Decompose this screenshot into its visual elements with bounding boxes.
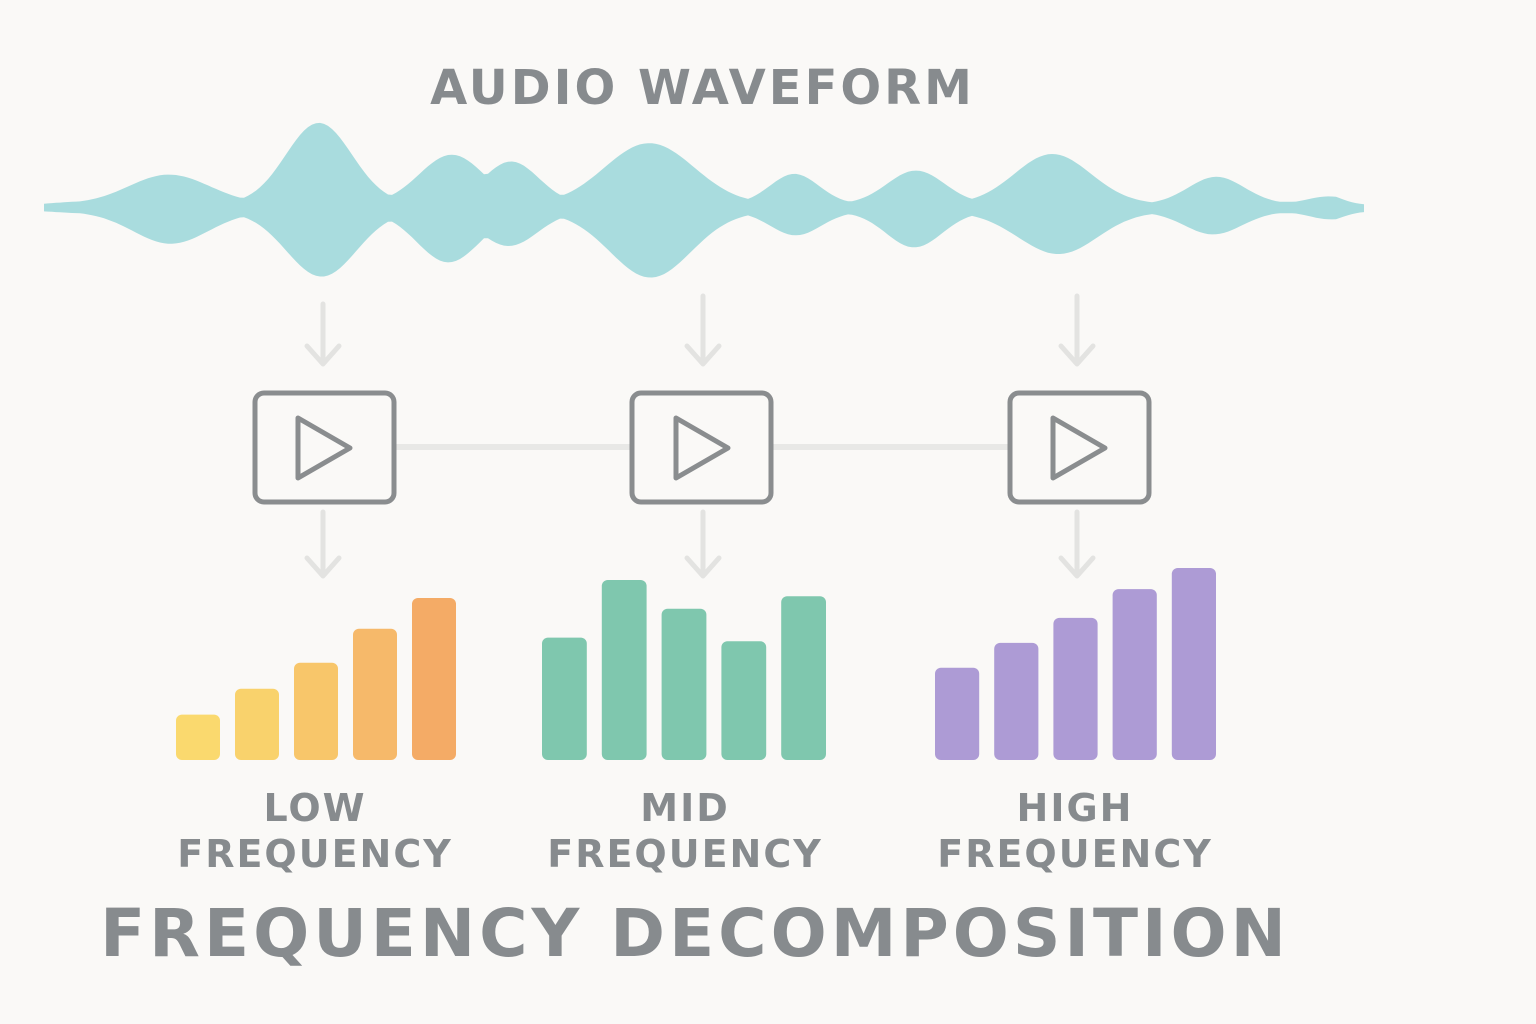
mid-frequency-bars [542, 580, 826, 760]
high-frequency-bar [1053, 617, 1098, 760]
low-frequency-bars [176, 598, 456, 760]
high-frequency-bars [935, 568, 1216, 760]
high-frequency-bar [994, 642, 1039, 760]
mid-frequency-bar [661, 608, 707, 760]
mid-label-line2: FREQUENCY [547, 832, 823, 876]
filter-box-low [252, 390, 397, 505]
high-frequency-bar [935, 667, 980, 760]
low-frequency-bar [353, 628, 397, 760]
mid-frequency-bar [781, 596, 826, 760]
low-frequency-bar [176, 714, 220, 760]
mid-frequency-bar [542, 637, 587, 760]
low-frequency-bar [294, 662, 338, 760]
arrow-down-icon [1058, 509, 1096, 579]
high-frequency-label: HIGH FREQUENCY [925, 785, 1225, 877]
arrow-down-icon [684, 293, 722, 367]
play-icon [1050, 415, 1108, 481]
play-icon [673, 415, 731, 481]
arrow-down-icon [304, 509, 342, 579]
low-frequency-bar [412, 598, 456, 760]
low-label-line1: LOW [263, 786, 367, 830]
waveform-title: AUDIO WAVEFORM [430, 60, 975, 116]
filter-box-high [1007, 390, 1152, 505]
page-title: FREQUENCY DECOMPOSITION [100, 895, 1290, 972]
filter-box-mid [629, 390, 774, 505]
mid-frequency-label: MID FREQUENCY [535, 785, 835, 877]
arrow-down-icon [304, 301, 342, 367]
high-label-line1: HIGH [1016, 786, 1134, 830]
arrow-down-icon [1058, 293, 1096, 367]
high-frequency-bar [1171, 568, 1216, 760]
low-label-line2: FREQUENCY [177, 832, 453, 876]
low-frequency-bar [235, 688, 279, 760]
mid-label-line1: MID [640, 786, 730, 830]
arrow-down-icon [684, 509, 722, 579]
mid-frequency-bar [721, 641, 767, 760]
audio-waveform [44, 122, 1364, 278]
mid-frequency-bar [601, 580, 647, 760]
play-icon [295, 415, 353, 481]
low-frequency-label: LOW FREQUENCY [165, 785, 465, 877]
high-frequency-bar [1112, 589, 1157, 760]
high-label-line2: FREQUENCY [937, 832, 1213, 876]
